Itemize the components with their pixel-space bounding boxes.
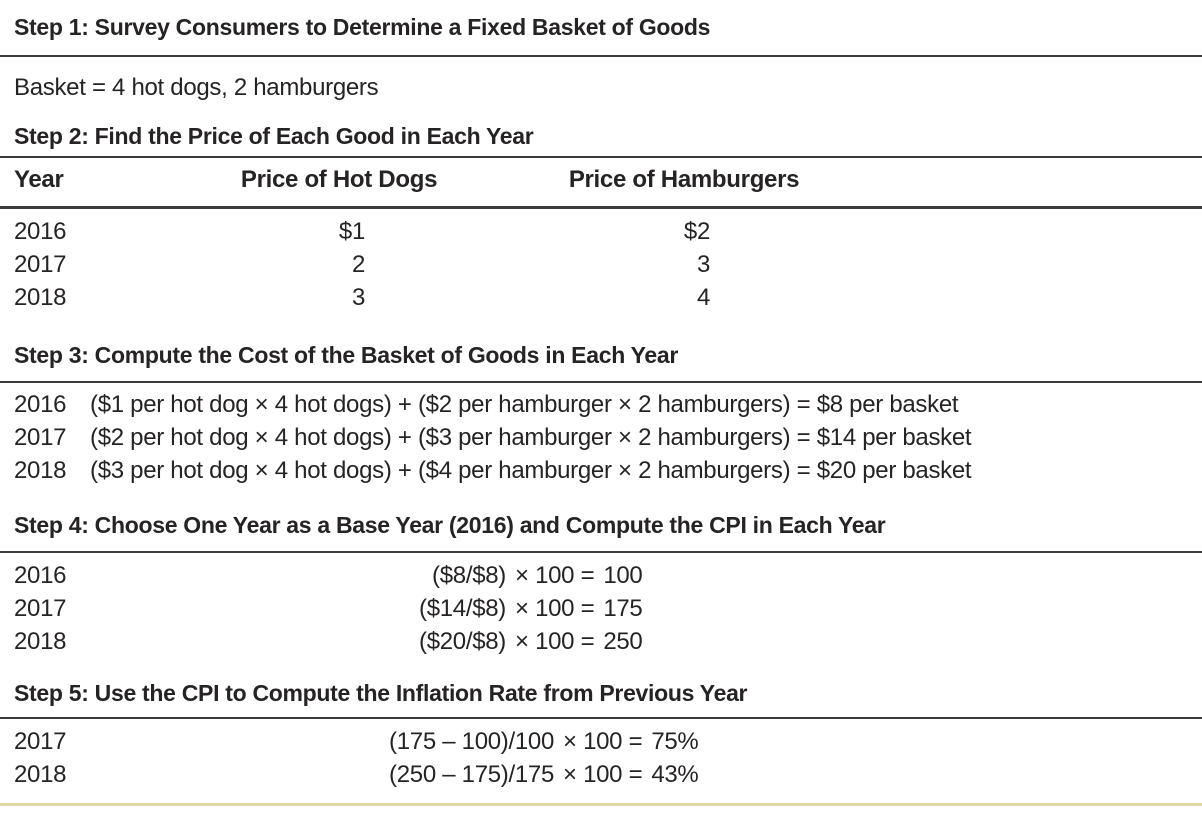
cpi-operator: × 100 = [515, 562, 595, 589]
inflation-rows: 2017 (175 – 100)/100 × 100 = 75% 2018 (2… [0, 725, 1202, 791]
basket-definition: Basket = 4 hot dogs, 2 hamburgers [14, 74, 379, 101]
divider [0, 551, 1202, 553]
year-cell: 2018 [14, 457, 67, 484]
hot-dog-price-cell: 2 [351, 251, 365, 278]
step3-title: Step 3: Compute the Cost of the Basket o… [14, 342, 679, 368]
basket-cost-formula: ($1 per hot dog × 4 hot dogs) + ($2 per … [90, 391, 959, 418]
cpi-value: 250 [603, 628, 643, 655]
year-cell: 2016 [14, 218, 67, 245]
step2-title: Step 2: Find the Price of Each Good in E… [14, 123, 534, 149]
table-row: 2018 3 4 [0, 281, 1202, 314]
hamburger-price-cell: 4 [696, 284, 710, 311]
hot-dogs-column-header: Price of Hot Dogs [240, 166, 438, 193]
price-table-header-row: Year Price of Hot Dogs Price of Hamburge… [0, 164, 1202, 196]
table-row: 2018 ($20/$8) × 100 = 250 [0, 625, 1202, 658]
inflation-ratio: (175 – 100)/100 [389, 728, 554, 755]
divider [0, 55, 1202, 57]
cpi-operator: × 100 = [515, 628, 595, 655]
divider [0, 717, 1202, 719]
basket-cost-formula: ($2 per hot dog × 4 hot dogs) + ($3 per … [90, 424, 972, 451]
inflation-ratio: (250 – 175)/175 [389, 761, 554, 788]
cpi-ratio: ($8/$8) [432, 562, 506, 589]
inflation-value: 75% [651, 728, 699, 755]
table-row: 2016 ($8/$8) × 100 = 100 [0, 559, 1202, 592]
table-row: 2018 (250 – 175)/175 × 100 = 43% [0, 758, 1202, 791]
cpi-rows: 2016 ($8/$8) × 100 = 100 2017 ($14/$8) ×… [0, 559, 1202, 658]
year-cell: 2017 [14, 728, 67, 755]
divider [0, 206, 1202, 209]
year-cell: 2016 [14, 391, 67, 418]
year-cell: 2017 [14, 251, 67, 278]
hot-dog-price-cell: $1 [338, 218, 365, 245]
table-row: 2017 ($14/$8) × 100 = 175 [0, 592, 1202, 625]
year-cell: 2018 [14, 628, 67, 655]
divider [0, 381, 1202, 383]
hot-dog-price-cell: 3 [351, 284, 365, 311]
inflation-operator: × 100 = [563, 728, 643, 755]
year-cell: 2016 [14, 562, 67, 589]
table-row: 2016 $1 $2 [0, 215, 1202, 248]
hamburgers-column-header: Price of Hamburgers [568, 166, 800, 193]
bottom-accent-rule [0, 803, 1202, 806]
cpi-ratio: ($20/$8) [419, 628, 506, 655]
year-cell: 2017 [14, 424, 67, 451]
inflation-value: 43% [651, 761, 699, 788]
cpi-ratio: ($14/$8) [419, 595, 506, 622]
year-cell: 2018 [14, 761, 67, 788]
step4-title: Step 4: Choose One Year as a Base Year (… [14, 512, 886, 538]
cpi-value: 175 [603, 595, 643, 622]
cpi-value: 100 [603, 562, 643, 589]
cpi-operator: × 100 = [515, 595, 595, 622]
table-row: 2017 ($2 per hot dog × 4 hot dogs) + ($3… [0, 421, 1202, 454]
hamburger-price-cell: 3 [696, 251, 710, 278]
price-table-body: 2016 $1 $2 2017 2 3 2018 3 4 [0, 215, 1202, 314]
year-column-header: Year [14, 166, 64, 193]
table-row: 2017 2 3 [0, 248, 1202, 281]
hamburger-price-cell: $2 [683, 218, 710, 245]
year-cell: 2017 [14, 595, 67, 622]
year-cell: 2018 [14, 284, 67, 311]
table-row: 2017 (175 – 100)/100 × 100 = 75% [0, 725, 1202, 758]
basket-cost-formula: ($3 per hot dog × 4 hot dogs) + ($4 per … [90, 457, 972, 484]
divider [0, 156, 1202, 158]
table-row: 2016 ($1 per hot dog × 4 hot dogs) + ($2… [0, 388, 1202, 421]
step1-title: Step 1: Survey Consumers to Determine a … [14, 14, 711, 40]
basket-cost-rows: 2016 ($1 per hot dog × 4 hot dogs) + ($2… [0, 388, 1202, 487]
inflation-operator: × 100 = [563, 761, 643, 788]
step5-title: Step 5: Use the CPI to Compute the Infla… [14, 680, 748, 706]
table-row: 2018 ($3 per hot dog × 4 hot dogs) + ($4… [0, 454, 1202, 487]
